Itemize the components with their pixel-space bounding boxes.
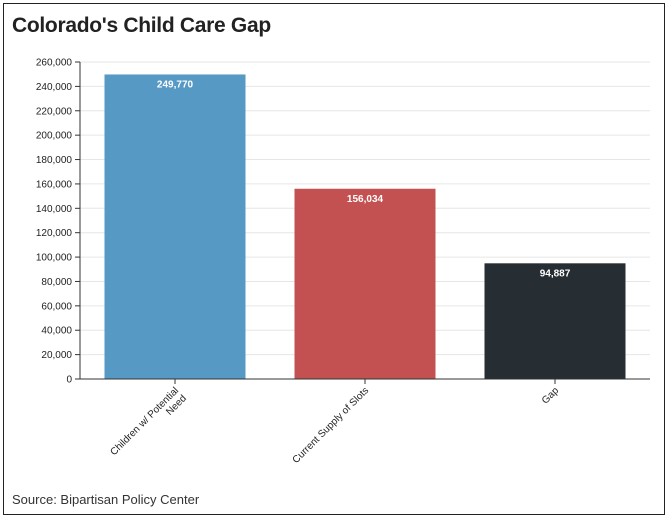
y-tick-label: 140,000	[36, 204, 73, 215]
source-note: Source: Bipartisan Policy Center	[12, 492, 200, 507]
bar	[484, 263, 626, 379]
x-axis: Children w/ PotentialNeed Current Supply …	[80, 378, 650, 466]
x-tick-label-line: Children w/ Potential	[108, 385, 181, 458]
x-tick-label-line: Gap	[540, 385, 561, 406]
y-tick-label: 180,000	[36, 155, 73, 166]
x-tick-label: Current Supply of Slots	[291, 385, 371, 465]
data-label: 94,887	[540, 268, 571, 279]
x-tick-label-line: Current Supply of Slots	[291, 385, 371, 465]
y-tick-label: 40,000	[41, 326, 72, 337]
y-tick-label: 60,000	[41, 301, 72, 312]
data-label: 156,034	[347, 194, 384, 205]
data-label: 249,770	[157, 79, 194, 90]
y-tick-label: 240,000	[36, 82, 73, 93]
y-tick-label: 260,000	[36, 58, 73, 69]
bar	[104, 74, 246, 380]
y-tick-label: 20,000	[41, 350, 72, 361]
bars: 249,770 156,034 94,887	[104, 74, 626, 380]
bar	[294, 188, 436, 379]
y-tick-label: 220,000	[36, 106, 73, 117]
y-tick-label: 120,000	[36, 228, 73, 239]
x-tick-label: Children w/ PotentialNeed	[108, 385, 188, 465]
y-tick-label: 0	[66, 375, 72, 386]
y-tick-label: 200,000	[36, 131, 73, 142]
x-tick-label: Gap	[540, 385, 561, 406]
y-tick-label: 100,000	[36, 253, 73, 264]
y-tick-label: 80,000	[41, 277, 72, 288]
y-tick-label: 160,000	[36, 179, 73, 190]
y-axis: 0 20,000 40,000 60,000 80,000 100,000 120,000 1…	[36, 58, 81, 386]
chart-title: Colorado's Child Care Gap	[12, 14, 271, 37]
